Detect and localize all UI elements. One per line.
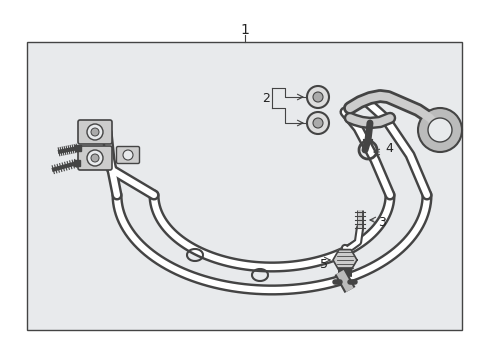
FancyBboxPatch shape	[27, 42, 462, 330]
Circle shape	[418, 108, 462, 152]
Circle shape	[87, 150, 103, 166]
Text: 2: 2	[262, 91, 270, 104]
Text: 4: 4	[385, 141, 393, 154]
Circle shape	[313, 92, 323, 102]
Circle shape	[428, 118, 452, 142]
Circle shape	[91, 128, 99, 136]
Text: 1: 1	[241, 23, 249, 37]
Circle shape	[123, 150, 133, 160]
Circle shape	[87, 124, 103, 140]
Circle shape	[91, 154, 99, 162]
FancyBboxPatch shape	[78, 146, 112, 170]
Circle shape	[307, 112, 329, 134]
FancyBboxPatch shape	[78, 120, 112, 144]
Text: 3: 3	[378, 216, 386, 229]
Circle shape	[307, 86, 329, 108]
Circle shape	[313, 118, 323, 128]
FancyBboxPatch shape	[117, 147, 140, 163]
Polygon shape	[333, 249, 357, 270]
Text: 5: 5	[320, 258, 328, 271]
